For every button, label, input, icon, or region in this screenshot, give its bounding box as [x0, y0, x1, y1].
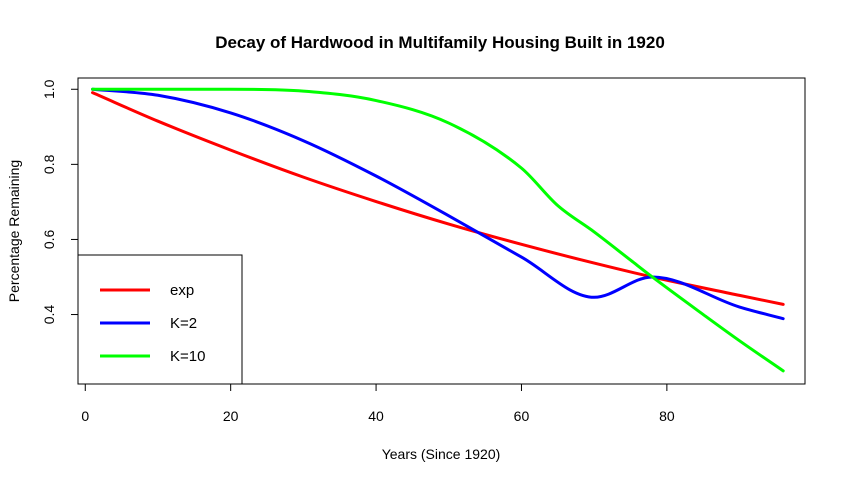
x-tick-label: 0: [81, 408, 89, 424]
y-axis: 0.4 0.6 0.8 1.0: [41, 79, 78, 324]
x-axis-label: Years (Since 1920): [382, 446, 501, 462]
legend: exp K=2 K=10: [77, 254, 243, 385]
x-tick-label: 80: [659, 408, 675, 424]
y-tick-label: 0.4: [41, 305, 57, 325]
series-layer: [91, 87, 785, 373]
series-line-k-2: [91, 87, 785, 321]
legend-label: K=2: [170, 315, 197, 332]
y-tick-label: 0.6: [41, 230, 57, 250]
x-axis: 0 20 40 60 80: [81, 384, 675, 424]
chart-title: Decay of Hardwood in Multifamily Housing…: [215, 33, 665, 52]
y-tick-label: 0.8: [41, 154, 57, 174]
plot-frame: [77, 77, 806, 385]
x-tick-label: 60: [514, 408, 530, 424]
x-tick-label: 40: [368, 408, 384, 424]
legend-box: [77, 254, 243, 385]
y-tick-label: 1.0: [41, 79, 57, 99]
y-axis-label: Percentage Remaining: [6, 160, 22, 302]
legend-label: K=10: [170, 348, 205, 365]
legend-label: exp: [170, 282, 194, 299]
series-line-k-10: [91, 87, 785, 373]
x-tick-label: 20: [223, 408, 239, 424]
